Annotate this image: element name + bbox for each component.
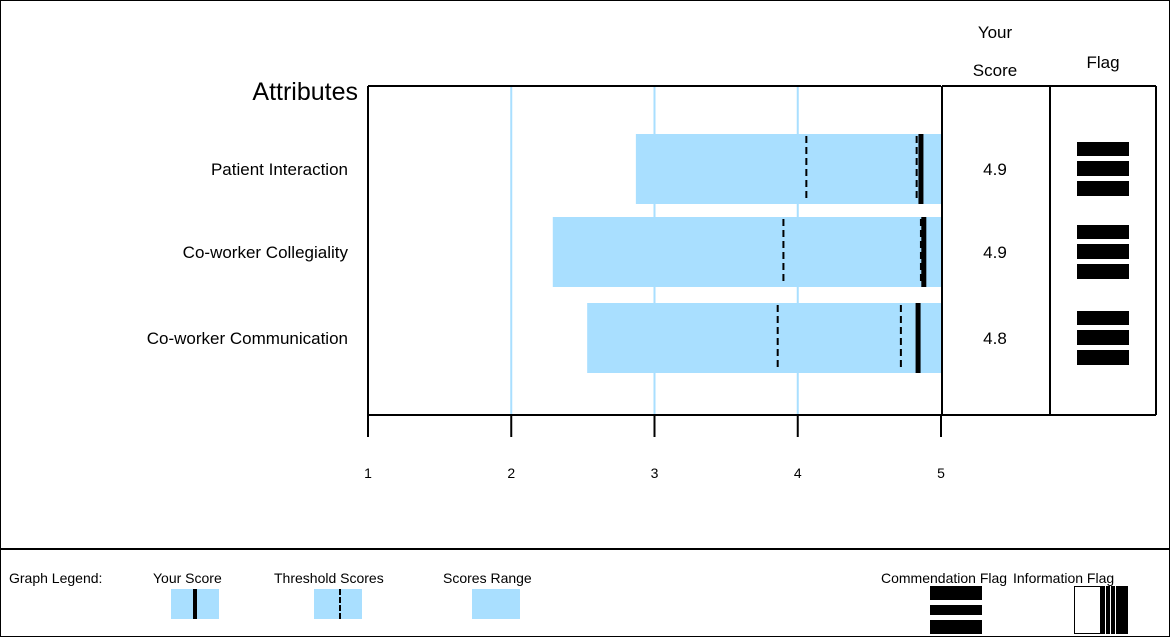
commendation-flag-icon	[930, 586, 982, 634]
attributes-chart: Attributes Your Score Flag Patient Inter…	[147, 23, 1157, 481]
x-tick-label: 1	[364, 465, 372, 481]
legend-commendation-label: Commendation Flag	[881, 570, 1008, 586]
x-tick-label: 3	[651, 465, 659, 481]
legend-information-label: Information Flag	[1013, 570, 1115, 586]
x-tick-label: 4	[794, 465, 802, 481]
range-bar	[635, 134, 941, 204]
flag-stripe	[1077, 176, 1129, 181]
information-flag-icon	[1074, 586, 1128, 634]
legend-your-score-label: Your Score	[153, 570, 222, 586]
plot-area: Patient Interaction 4.9 Co-worker Collegia…	[147, 85, 1129, 481]
your-score-marker	[921, 217, 927, 287]
range-bar	[587, 303, 941, 373]
category-label: Co-worker Collegiality	[183, 243, 349, 262]
flag-stripe	[1077, 345, 1129, 350]
flag-stripe	[1077, 259, 1129, 264]
legend-title: Graph Legend:	[9, 570, 103, 586]
legend-range-label: Scores Range	[443, 570, 532, 586]
flag-stripe	[1077, 156, 1129, 161]
score-value: 4.9	[983, 160, 1007, 179]
category-label: Co-worker Communication	[147, 329, 348, 348]
flag-stripe	[1077, 325, 1129, 330]
legend-range-swatch	[472, 589, 520, 619]
legend-your-score-swatch	[171, 589, 219, 619]
legend-threshold-swatch	[314, 589, 362, 619]
attributes-title: Attributes	[252, 78, 358, 106]
your-score-header-line2: Score	[973, 61, 1017, 80]
your-score-marker	[915, 303, 921, 373]
commendation-flag-icon	[1077, 225, 1129, 279]
legend-separator	[0, 548, 1170, 550]
legend-threshold-label: Threshold Scores	[274, 570, 384, 586]
x-tick-label: 5	[937, 465, 945, 481]
your-score-marker	[918, 134, 924, 204]
commendation-flag-icon	[1077, 142, 1129, 196]
score-column-frame	[941, 85, 1157, 416]
commendation-flag-icon	[1077, 311, 1129, 365]
flag-stripe	[1077, 239, 1129, 244]
range-bar	[552, 217, 941, 287]
flag-header: Flag	[1086, 53, 1119, 72]
x-tick-label: 2	[507, 465, 515, 481]
category-label: Patient Interaction	[211, 160, 348, 179]
score-value: 4.8	[983, 329, 1007, 348]
score-value: 4.9	[983, 243, 1007, 262]
your-score-header-line1: Your	[978, 23, 1013, 42]
